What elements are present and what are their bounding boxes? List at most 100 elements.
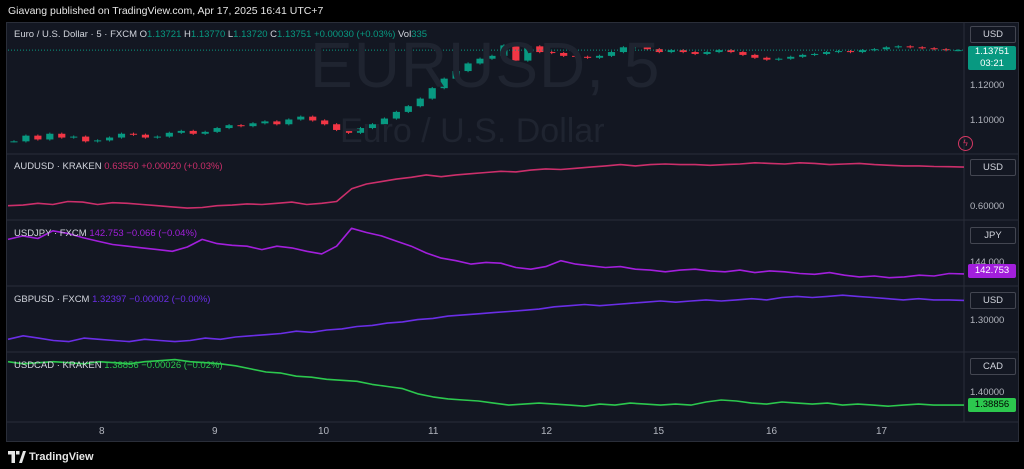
candle-body — [141, 134, 150, 138]
candle-body — [129, 133, 138, 135]
candle-body — [787, 56, 795, 59]
currency-button-usd[interactable]: USD — [970, 26, 1016, 43]
lightning-icon[interactable]: ϟ — [958, 136, 973, 151]
candle-body — [273, 121, 281, 125]
candle-body — [906, 46, 914, 48]
candle-body — [846, 51, 855, 53]
candle-body — [333, 124, 341, 130]
candle-body — [811, 53, 819, 55]
candle-body — [285, 119, 293, 125]
candle-body — [117, 133, 126, 138]
values-label: 1.32397 −0.00002 (−0.00%) — [92, 294, 211, 305]
candle-body — [344, 129, 353, 133]
price-axis-label: 0.60000 — [970, 201, 1005, 212]
candle-body — [213, 128, 221, 132]
price-axis-label: 1.12000 — [970, 80, 1005, 91]
open-value: 1.13721 — [147, 29, 182, 40]
candle-body — [560, 53, 568, 56]
candle-body — [894, 46, 902, 48]
candle-body — [822, 52, 831, 54]
values-label: 1.38856 −0.00026 (−0.02%) — [104, 360, 223, 371]
time-axis-label: 10 — [318, 426, 330, 437]
candle-body — [10, 141, 18, 143]
low-label: L — [227, 29, 234, 40]
price-axis-label: 144.000 — [970, 257, 1005, 268]
time-axis-label: 16 — [766, 426, 778, 437]
symbol-label: Euro / U.S. Dollar · 5 · FXCM — [14, 29, 137, 40]
candle-body — [22, 135, 30, 142]
bar-countdown: 03:21 — [980, 58, 1004, 69]
currency-button-usd[interactable]: USD — [970, 159, 1016, 176]
candle-body — [667, 50, 675, 53]
price-axis-label: 1.10000 — [970, 115, 1005, 126]
series-line — [7, 294, 965, 343]
low-value: 1.13720 — [233, 29, 268, 40]
chart-frame[interactable] — [6, 22, 1019, 442]
candle-body — [404, 106, 412, 112]
candle-body — [763, 57, 771, 60]
values-label: 142.753 −0.066 (−0.04%) — [89, 228, 198, 239]
symbol-label: USDJPY · FXCM — [14, 228, 87, 239]
candle-body — [703, 52, 711, 54]
pane-legend-eurusd[interactable]: Euro / U.S. Dollar · 5 · FXCM O1.13721 H… — [14, 29, 427, 40]
candle-body — [225, 125, 233, 129]
candle-body — [416, 98, 424, 107]
candle-body — [452, 71, 460, 79]
last-price: 1.13751 — [974, 46, 1010, 57]
candle-body — [70, 136, 78, 138]
candle-body — [249, 123, 257, 127]
tradingview-brand: TradingView — [29, 451, 94, 463]
symbol-label: AUDUSD · KRAKEN — [14, 161, 102, 172]
pane-legend-audusd[interactable]: AUDUSD · KRAKEN 0.63550 +0.00020 (+0.03%… — [14, 161, 223, 172]
currency-button-cad[interactable]: CAD — [970, 358, 1016, 375]
series-line — [7, 227, 965, 279]
candle-body — [715, 50, 723, 53]
candle-body — [177, 130, 185, 133]
candle-body — [464, 63, 472, 72]
candle-body — [512, 45, 520, 61]
price-axis-label: 1.30000 — [970, 315, 1005, 326]
candle-body — [583, 56, 592, 58]
volume-label: Vol — [398, 29, 412, 40]
close-value: 1.13751 — [277, 29, 312, 40]
candle-body — [572, 55, 580, 57]
candle-body — [930, 48, 938, 50]
candle-body — [799, 54, 807, 57]
pane-legend-usdcad[interactable]: USDCAD · KRAKEN 1.38856 −0.00026 (−0.02%… — [14, 360, 223, 371]
candle-body — [94, 140, 102, 142]
last-price-tag-eurusd: 1.13751 03:21 — [968, 46, 1016, 70]
candle-body — [261, 121, 269, 124]
open-label: O — [139, 29, 148, 40]
symbol-label: GBPUSD · FXCM — [14, 294, 90, 305]
time-axis-label: 12 — [541, 426, 553, 437]
currency-button-jpy[interactable]: JPY — [970, 227, 1016, 244]
candle-body — [368, 124, 377, 129]
last-price-tag-usdjpy: 142.753 — [968, 264, 1016, 278]
candle-body — [727, 50, 735, 53]
chart-canvas[interactable] — [6, 22, 1019, 442]
pane-legend-gbpusd[interactable]: GBPUSD · FXCM 1.32397 −0.00002 (−0.00%) — [14, 294, 210, 305]
candle-body — [524, 46, 532, 61]
candle-body — [34, 135, 42, 140]
candle-body — [691, 52, 699, 54]
price-axis-label: 1.40000 — [970, 387, 1005, 398]
series-line — [7, 358, 964, 407]
currency-button-usd[interactable]: USD — [970, 292, 1016, 309]
time-axis-label: 11 — [428, 426, 439, 437]
candle-body — [751, 54, 759, 58]
candle-body — [631, 46, 639, 48]
candle-body — [548, 52, 556, 54]
candle-body — [165, 132, 173, 137]
candle-body — [321, 120, 329, 125]
pane-legend-usdjpy[interactable]: USDJPY · FXCM 142.753 −0.066 (−0.04%) — [14, 228, 197, 239]
candle-body — [428, 88, 436, 99]
watermark-symbol: EURUSD, 5 — [310, 29, 661, 101]
candle-body — [309, 116, 317, 121]
footer-bar — [0, 446, 1024, 469]
last-price-tag-usdcad: 1.38856 — [968, 398, 1016, 412]
candle-body — [870, 49, 878, 51]
high-label: H — [184, 29, 191, 40]
time-axis-label: 17 — [876, 426, 888, 437]
candle-body — [536, 46, 544, 53]
candle-body — [834, 51, 843, 53]
